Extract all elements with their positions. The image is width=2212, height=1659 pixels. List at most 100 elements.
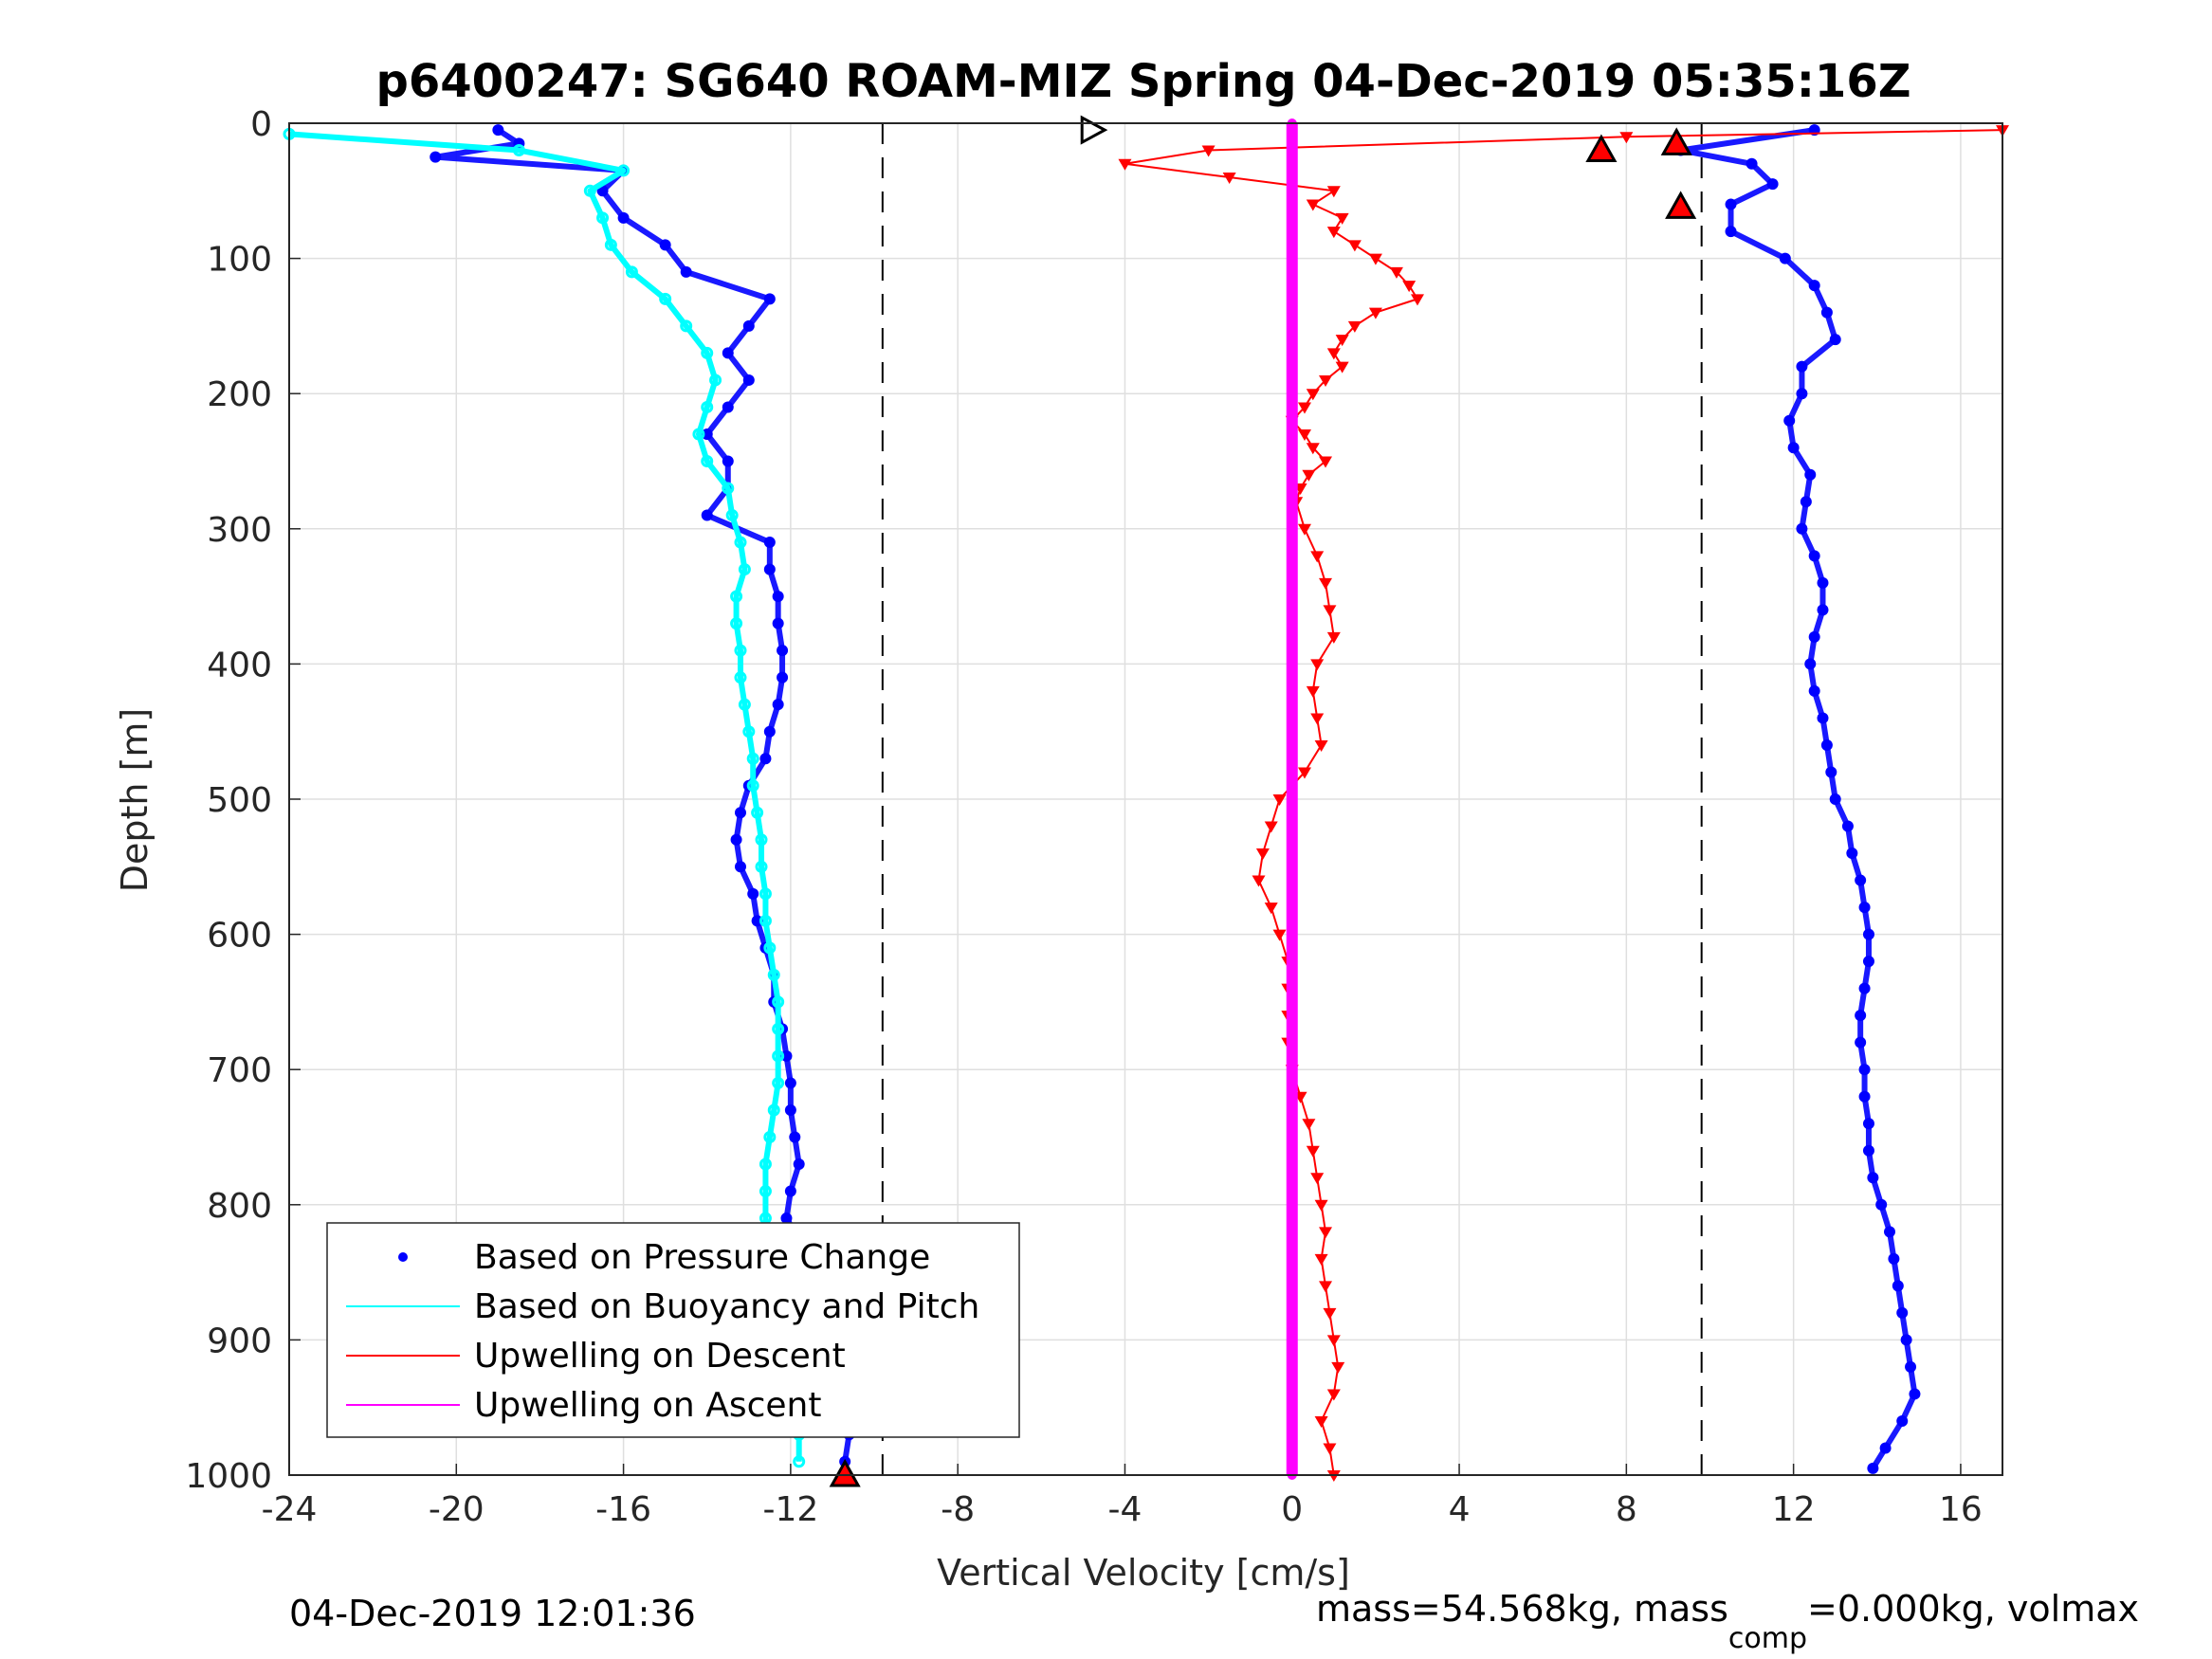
series-based-on-pressure-change-point — [772, 591, 784, 603]
legend-marker — [398, 1252, 408, 1262]
y-tick-label: 0 — [250, 105, 272, 144]
series-based-on-pressure-change-point — [734, 807, 746, 819]
series-upwelling-on-descent-point — [1306, 443, 1320, 455]
series-based-on-buoyancy-and-pitch-point — [725, 509, 739, 522]
series-upwelling-on-ascent-point — [1287, 173, 1297, 183]
series-based-on-buoyancy-and-pitch-point — [738, 563, 751, 576]
series-upwelling-on-ascent-point — [1287, 205, 1297, 215]
series-based-on-pressure-change-point — [1862, 928, 1874, 940]
series-upwelling-on-ascent-point — [1287, 161, 1297, 172]
series-upwelling-on-ascent-point — [1287, 681, 1297, 691]
series-upwelling-on-descent-point — [1306, 685, 1320, 698]
series-upwelling-on-ascent-point — [1287, 1232, 1297, 1243]
series-based-on-pressure-change-point — [1867, 1172, 1879, 1184]
series-based-on-pressure-change-point — [1808, 280, 1820, 292]
y-tick-label: 500 — [207, 781, 272, 820]
series-upwelling-on-ascent-point — [1287, 539, 1297, 550]
series-upwelling-on-descent-point — [1310, 659, 1325, 671]
x-tick-label: 8 — [1616, 1490, 1637, 1529]
series-based-on-pressure-change-point — [1746, 157, 1758, 170]
series-upwelling-on-ascent-point — [1287, 627, 1297, 637]
series-upwelling-on-descent-point — [1326, 631, 1341, 644]
legend-label: Upwelling on Descent — [474, 1337, 846, 1376]
series-based-on-pressure-change-point — [763, 563, 776, 575]
series-upwelling-on-descent-point — [1252, 875, 1266, 887]
series-upwelling-on-descent-point — [1319, 577, 1333, 590]
series-upwelling-on-descent-point — [1319, 456, 1333, 468]
series-based-on-buoyancy-and-pitch-point — [625, 265, 638, 279]
y-axis-label: Depth [m] — [114, 708, 155, 893]
series-upwelling-on-descent-point — [1368, 253, 1382, 265]
series-based-on-pressure-change-point — [1820, 306, 1833, 319]
series-upwelling-on-ascent-point — [1287, 1091, 1297, 1102]
series-based-on-pressure-change-point — [1808, 550, 1820, 562]
series-upwelling-on-ascent-point — [1287, 1253, 1297, 1264]
series-based-on-pressure-change-point — [722, 347, 734, 359]
series-upwelling-on-ascent-point — [1287, 929, 1297, 939]
x-tick-label: -8 — [941, 1490, 975, 1529]
series-upwelling-on-descent-point — [1255, 848, 1270, 861]
series-based-on-buoyancy-and-pitch-point — [596, 211, 610, 225]
y-tick-label: 800 — [207, 1187, 272, 1226]
series-upwelling-on-ascent-point — [1287, 1199, 1297, 1210]
x-tick-label: 0 — [1281, 1490, 1303, 1529]
series-upwelling-on-ascent-point — [1287, 1395, 1297, 1405]
series-upwelling-on-ascent-point — [1287, 301, 1297, 312]
series-upwelling-on-ascent-point — [1287, 1027, 1297, 1037]
series-based-on-pressure-change-point — [763, 293, 776, 305]
series-based-on-pressure-change-point — [680, 265, 692, 278]
series-based-on-buoyancy-and-pitch-point — [767, 968, 780, 981]
series-based-on-pressure-change-point — [742, 319, 755, 332]
series-upwelling-on-ascent-point — [1287, 735, 1297, 745]
series-based-on-pressure-change-point — [701, 428, 713, 440]
series-upwelling-on-ascent-point — [1287, 745, 1297, 756]
series-based-on-pressure-change-point — [730, 833, 742, 846]
series-based-on-buoyancy-and-pitch-point — [604, 238, 617, 251]
x-tick-label: -24 — [262, 1490, 318, 1529]
series-upwelling-on-descent-point — [1319, 1281, 1333, 1293]
legend: Based on Pressure Change Based on Buoyanc… — [326, 1222, 1020, 1438]
series-based-on-pressure-change-point — [777, 671, 789, 684]
series-based-on-pressure-change-point — [1875, 1198, 1888, 1211]
series-based-on-buoyancy-and-pitch-point — [772, 1049, 785, 1063]
series-upwelling-on-ascent-point — [1287, 1048, 1297, 1059]
series-upwelling-on-ascent-point — [1287, 973, 1297, 983]
series-based-on-pressure-change-point — [1841, 820, 1854, 832]
series-upwelling-on-ascent-point — [1287, 702, 1297, 713]
series-based-on-pressure-change-point — [1867, 1462, 1879, 1474]
series-upwelling-on-descent-point — [1310, 551, 1325, 563]
legend-label: Based on Buoyancy and Pitch — [474, 1287, 979, 1326]
series-upwelling-on-ascent-point — [1287, 443, 1297, 453]
series-based-on-buoyancy-and-pitch-point — [701, 455, 714, 467]
series-based-on-pressure-change-point — [1858, 982, 1871, 994]
series-upwelling-on-ascent-point — [1287, 529, 1297, 539]
series-upwelling-on-ascent-point — [1287, 1243, 1297, 1253]
series-upwelling-on-ascent-point — [1287, 139, 1297, 150]
series-based-on-pressure-change-point — [1900, 1334, 1912, 1346]
series-upwelling-on-ascent-point — [1287, 853, 1297, 864]
series-upwelling-on-ascent-point — [1287, 1177, 1297, 1188]
series-based-on-pressure-change-point — [1884, 1226, 1896, 1238]
series-upwelling-on-ascent-point — [1287, 1373, 1297, 1383]
series-upwelling-on-ascent-point — [1287, 593, 1297, 604]
series-based-on-pressure-change-point — [772, 699, 784, 711]
series-based-on-pressure-change-point — [784, 1103, 796, 1116]
series-based-on-pressure-change-point — [747, 887, 759, 900]
series-upwelling-on-ascent-point — [1287, 215, 1297, 226]
series-upwelling-on-ascent-point — [1287, 193, 1297, 204]
series-upwelling-on-descent-point — [1335, 361, 1349, 374]
x-tick-label: -20 — [429, 1490, 484, 1529]
series-upwelling-on-descent-point — [1302, 469, 1316, 482]
series-based-on-pressure-change-point — [742, 374, 755, 386]
series-upwelling-on-ascent-point — [1287, 875, 1297, 885]
series-based-on-pressure-change-point — [1817, 604, 1829, 616]
series-based-on-pressure-change-point — [1808, 630, 1820, 643]
series-based-on-pressure-change-point — [1779, 252, 1791, 264]
series-upwelling-on-ascent-point — [1287, 1157, 1297, 1167]
series-upwelling-on-descent-point — [1326, 348, 1341, 360]
series-based-on-buoyancy-and-pitch-point — [742, 725, 756, 738]
series-based-on-buoyancy-and-pitch-point — [583, 184, 596, 197]
series-upwelling-on-descent-point — [1272, 794, 1287, 806]
series-upwelling-on-ascent-point — [1287, 1059, 1297, 1069]
series-upwelling-on-ascent-point — [1287, 615, 1297, 626]
